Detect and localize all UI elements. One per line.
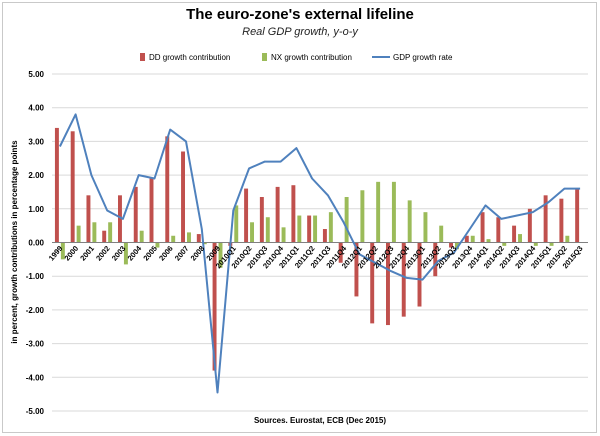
nx-bar — [502, 242, 507, 246]
y-tick-label: -3.00 — [26, 340, 45, 349]
nx-bar — [76, 225, 81, 243]
dd-bar — [480, 212, 485, 243]
dd-bar — [102, 230, 107, 243]
nx-bar — [344, 197, 349, 243]
nx-bar — [123, 242, 128, 265]
nx-bar — [470, 235, 475, 243]
nx-bar — [92, 222, 97, 243]
nx-bar — [297, 215, 302, 243]
gdp-growth-line — [59, 113, 581, 394]
nx-bar — [139, 230, 144, 243]
y-tick-label: -5.00 — [26, 407, 45, 416]
y-tick-label: 5.00 — [28, 70, 44, 79]
legend-swatch — [262, 53, 267, 61]
gdp-line — [59, 113, 581, 394]
y-axis-label: in percent, growth contributions in perc… — [10, 140, 19, 344]
x-tick-label: 2001 — [78, 244, 96, 263]
dd-bar — [181, 151, 185, 243]
nx-bar — [439, 225, 444, 243]
dd-bar — [464, 235, 469, 243]
dd-bar — [259, 197, 264, 243]
y-tick-label: 0.00 — [28, 239, 44, 248]
nx-bar — [423, 212, 428, 243]
nx-bar — [265, 217, 270, 243]
dd-bar — [307, 215, 312, 243]
nx-bar — [391, 181, 396, 243]
y-tick-label: 2.00 — [28, 171, 44, 180]
dd-bar — [512, 225, 517, 243]
nx-bar — [328, 212, 333, 243]
bar-marks — [54, 127, 586, 371]
dd-bar — [417, 242, 422, 307]
legend-label: DD growth contribution — [149, 53, 230, 62]
nx-bar — [407, 200, 412, 243]
dd-bar — [338, 242, 343, 263]
y-tick-label: -1.00 — [26, 272, 45, 281]
legend-label: GDP growth rate — [393, 53, 453, 62]
source-note: Sources. Eurostat, ECB (Dec 2015) — [254, 416, 386, 425]
dd-bar — [354, 242, 359, 297]
y-tick-label: -4.00 — [26, 373, 45, 382]
nx-bar — [376, 181, 381, 243]
dd-bar — [370, 242, 375, 324]
nx-bar — [313, 215, 318, 243]
nx-bar — [202, 242, 207, 245]
dd-bar — [527, 208, 532, 243]
dd-bar — [149, 178, 154, 243]
dd-bar — [575, 188, 580, 243]
x-tick-label: 2007 — [173, 244, 191, 263]
dd-bar — [70, 131, 75, 243]
nx-bar — [218, 242, 223, 268]
nx-bar — [455, 242, 459, 250]
x-tick-label: 2002 — [94, 244, 112, 263]
legend-label: NX growth contribution — [271, 53, 352, 62]
dd-bar — [322, 229, 327, 243]
y-tick-label: 4.00 — [28, 104, 44, 113]
nx-bar — [60, 242, 65, 260]
nx-bar — [533, 242, 538, 246]
legend-swatch — [140, 53, 145, 61]
dd-bar — [165, 136, 170, 243]
nx-bar — [171, 235, 176, 243]
x-tick-label: 2004 — [126, 243, 144, 262]
dd-bar — [118, 195, 122, 243]
dd-bar — [212, 242, 217, 371]
dd-bar — [496, 217, 501, 243]
nx-bar — [549, 242, 554, 246]
dd-bar — [386, 242, 390, 326]
dd-bar — [196, 234, 201, 243]
nx-bar — [565, 235, 570, 243]
dd-bar — [86, 195, 91, 243]
nx-bar — [518, 234, 522, 243]
nx-bar — [250, 222, 254, 243]
nx-bar — [155, 242, 160, 248]
dd-bar — [244, 188, 249, 243]
chart-subtitle: Real GDP growth, y-o-y — [242, 26, 358, 38]
dd-bar — [449, 242, 453, 248]
dd-bar — [559, 198, 564, 243]
chart-title: The euro-zone's external lifeline — [186, 6, 414, 23]
y-tick-label: -2.00 — [26, 306, 45, 315]
y-tick-labels: 5.00 4.00 3.00 2.00 1.00 0.00 -1.00 -2.00 -3.00 -… — [26, 70, 45, 416]
y-tick-label: 3.00 — [28, 137, 44, 146]
nx-bar — [234, 205, 239, 243]
nx-bar — [281, 227, 286, 243]
dd-bar — [401, 242, 406, 317]
nx-bar — [108, 222, 113, 243]
x-tick-label: 2006 — [157, 244, 175, 263]
dd-bar — [54, 127, 59, 243]
x-tick-label: 2000 — [63, 244, 81, 263]
legend: DD growth contribution NX growth contribu… — [140, 53, 453, 62]
dd-bar — [133, 186, 138, 243]
nx-bar — [360, 190, 365, 243]
nx-bar — [187, 232, 191, 243]
dd-bar — [433, 242, 438, 277]
dd-bar — [275, 186, 280, 243]
dd-bar — [543, 195, 548, 243]
nx-bar — [486, 239, 491, 243]
y-tick-label: 1.00 — [28, 205, 44, 214]
dd-bar — [291, 185, 296, 243]
